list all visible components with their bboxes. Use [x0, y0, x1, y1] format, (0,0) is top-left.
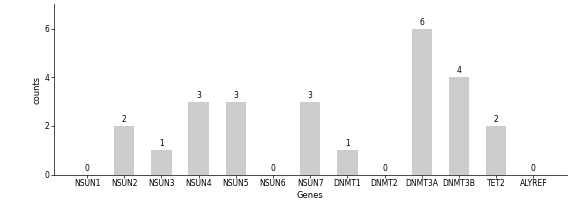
Bar [412, 28, 432, 175]
X-axis label: Genes: Genes [297, 191, 324, 200]
Bar [226, 102, 246, 175]
Bar [449, 77, 469, 175]
Bar [337, 150, 357, 175]
Text: 1: 1 [345, 139, 350, 149]
Text: 6: 6 [419, 18, 424, 27]
Text: 2: 2 [122, 115, 127, 124]
Text: 4: 4 [456, 66, 461, 75]
Text: 2: 2 [494, 115, 498, 124]
Text: 0: 0 [85, 164, 90, 173]
Bar [114, 126, 135, 175]
Text: 3: 3 [234, 91, 238, 100]
Bar [151, 150, 172, 175]
Bar [188, 102, 209, 175]
Bar [486, 126, 506, 175]
Text: 3: 3 [196, 91, 201, 100]
Y-axis label: counts: counts [33, 75, 42, 104]
Text: 3: 3 [308, 91, 312, 100]
Text: 0: 0 [531, 164, 536, 173]
Text: 0: 0 [271, 164, 275, 173]
Bar [300, 102, 320, 175]
Text: 0: 0 [382, 164, 387, 173]
Text: 1: 1 [159, 139, 164, 149]
